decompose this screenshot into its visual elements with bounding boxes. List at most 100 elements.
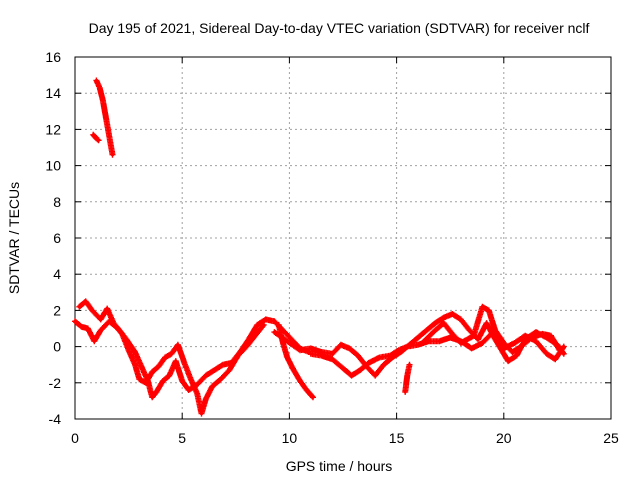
data-point bbox=[221, 363, 225, 367]
x-tick-label: 25 bbox=[603, 430, 619, 446]
y-tick-label: 16 bbox=[45, 49, 61, 65]
data-point bbox=[174, 359, 178, 363]
data-point bbox=[506, 359, 510, 363]
data-point bbox=[150, 395, 154, 399]
y-tick-label: 10 bbox=[45, 158, 61, 174]
data-point bbox=[86, 326, 90, 331]
y-axis-label: SDTVAR / TECUs bbox=[6, 182, 22, 294]
y-tick-label: 2 bbox=[53, 302, 61, 318]
data-point bbox=[90, 308, 94, 312]
data-point bbox=[105, 306, 109, 311]
data-point bbox=[341, 366, 345, 370]
data-point bbox=[319, 354, 324, 358]
data-point bbox=[219, 377, 223, 381]
x-tick-label: 10 bbox=[282, 430, 298, 446]
data-point bbox=[534, 339, 538, 343]
data-point bbox=[557, 348, 562, 352]
data-point bbox=[416, 343, 420, 347]
series-4 bbox=[275, 321, 316, 401]
x-tick-label: 20 bbox=[496, 430, 512, 446]
data-point bbox=[470, 346, 474, 351]
x-tick-label: 0 bbox=[71, 430, 79, 446]
data-point bbox=[382, 363, 386, 367]
data-point bbox=[309, 352, 313, 356]
data-point bbox=[292, 368, 296, 372]
data-point bbox=[277, 323, 281, 327]
data-point bbox=[349, 373, 354, 378]
data-point bbox=[502, 341, 506, 345]
data-point bbox=[204, 397, 208, 401]
data-point bbox=[553, 357, 557, 361]
series-7 bbox=[402, 361, 413, 395]
data-point bbox=[298, 379, 302, 383]
data-point bbox=[195, 392, 199, 396]
data-point bbox=[96, 138, 101, 142]
data-point bbox=[407, 363, 412, 367]
data-point bbox=[530, 335, 534, 340]
data-points bbox=[72, 77, 567, 417]
data-point bbox=[154, 390, 159, 394]
data-point bbox=[212, 368, 216, 372]
data-point bbox=[425, 328, 429, 332]
data-point bbox=[487, 308, 491, 312]
data-point bbox=[163, 355, 167, 360]
data-point bbox=[493, 328, 497, 332]
data-point bbox=[204, 373, 208, 378]
data-point bbox=[298, 348, 302, 352]
data-point bbox=[150, 370, 154, 374]
data-point bbox=[161, 379, 165, 383]
data-point bbox=[459, 317, 463, 322]
y-tick-label: 6 bbox=[53, 230, 61, 246]
data-point bbox=[319, 350, 324, 354]
x-tick-label: 5 bbox=[178, 430, 186, 446]
data-point bbox=[467, 328, 472, 332]
y-tick-label: 4 bbox=[53, 266, 61, 282]
data-point bbox=[139, 364, 144, 369]
series-0 bbox=[93, 77, 116, 158]
data-point bbox=[272, 319, 276, 323]
data-point bbox=[133, 363, 137, 367]
data-point bbox=[289, 337, 294, 341]
data-point bbox=[420, 341, 424, 345]
plot-border bbox=[74, 56, 612, 420]
data-point bbox=[79, 325, 84, 329]
data-point bbox=[442, 321, 446, 325]
data-point bbox=[73, 319, 77, 323]
data-point bbox=[77, 305, 81, 309]
data-point bbox=[405, 373, 409, 378]
data-point bbox=[373, 373, 377, 378]
data-point bbox=[309, 346, 313, 351]
data-point bbox=[403, 390, 407, 394]
data-point bbox=[472, 334, 476, 338]
y-tick-label: 14 bbox=[45, 85, 61, 101]
data-point bbox=[99, 328, 103, 332]
y-tick-label: 0 bbox=[53, 339, 61, 355]
data-point bbox=[519, 345, 523, 349]
data-point bbox=[111, 321, 116, 325]
data-point bbox=[255, 323, 259, 327]
data-point bbox=[304, 388, 309, 392]
x-axis-label: GPS time / hours bbox=[286, 458, 393, 474]
data-point bbox=[285, 339, 289, 343]
data-point bbox=[101, 98, 105, 103]
data-point bbox=[437, 339, 442, 343]
data-point bbox=[244, 345, 249, 349]
data-point bbox=[92, 339, 96, 343]
series-8 bbox=[419, 303, 563, 355]
data-point bbox=[137, 377, 141, 381]
data-point bbox=[545, 352, 549, 356]
data-point bbox=[512, 341, 517, 345]
data-point bbox=[144, 381, 148, 385]
data-point bbox=[485, 321, 489, 325]
data-point bbox=[180, 379, 184, 383]
data-point bbox=[272, 330, 276, 334]
data-point bbox=[450, 312, 454, 316]
data-point bbox=[448, 335, 452, 340]
data-point bbox=[182, 361, 186, 365]
data-point bbox=[397, 348, 401, 352]
series-3 bbox=[76, 298, 267, 417]
grid-lines bbox=[75, 57, 611, 419]
data-point bbox=[433, 321, 437, 325]
data-point bbox=[227, 368, 231, 372]
data-point bbox=[133, 350, 137, 354]
